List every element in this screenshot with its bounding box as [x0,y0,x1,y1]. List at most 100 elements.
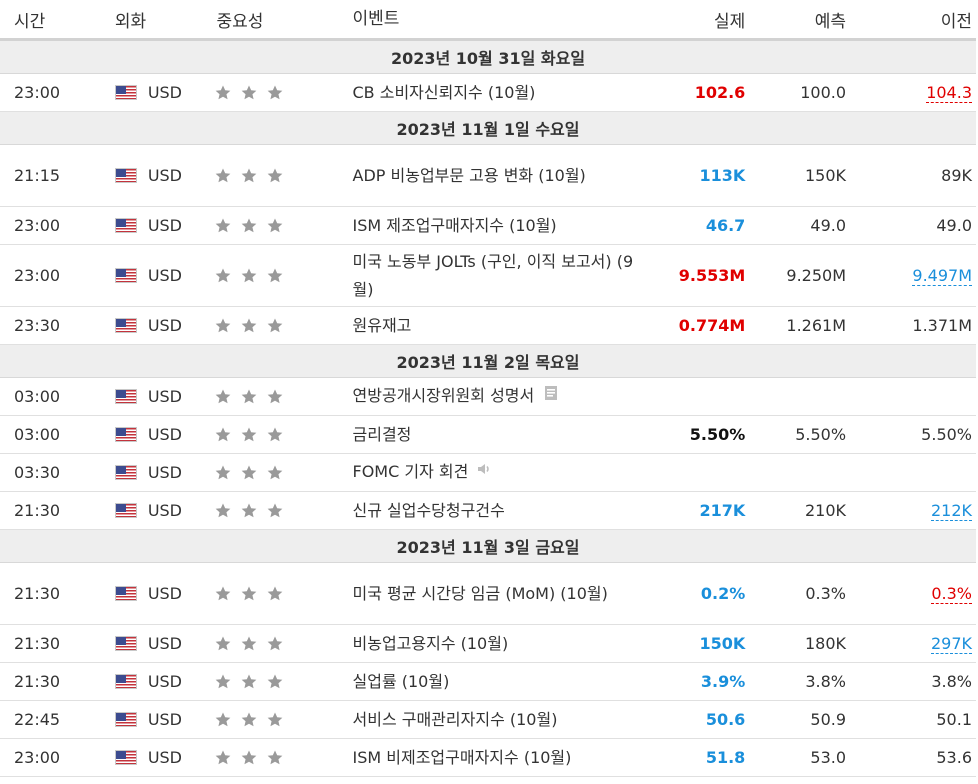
header-forecast[interactable]: 예측 [745,0,847,41]
event-name[interactable]: 원유재고 [352,315,412,335]
star-icon [214,167,232,185]
date-label: 2023년 11월 2일 목요일 [0,344,976,378]
previous-value [846,453,976,492]
us-flag-icon [114,318,137,333]
event-name-cell[interactable]: 서비스 구매관리자지수 (10월) [352,700,655,739]
header-time[interactable]: 시간 [0,0,115,41]
event-currency: USD [114,624,211,663]
event-row[interactable]: 23:00 USD ISM 제조업구매자지수 (10월) 46.7 49.0 4… [0,206,976,245]
event-name[interactable]: 미국 평균 시간당 임금 (MoM) (10월) [352,583,608,603]
event-name-cell[interactable]: 원유재고 [352,306,655,345]
event-name[interactable]: ADP 비농업부문 고용 변화 (10월) [352,165,586,185]
forecast-value: 100.0 [745,73,847,112]
event-row[interactable]: 23:00 USD 미국 노동부 JOLTs (구인, 이직 보고서) (9월)… [0,244,976,307]
event-name-cell[interactable]: 금리결정 [352,415,655,454]
forecast-value [745,453,847,492]
event-time: 23:00 [0,206,115,245]
importance-cell [210,624,353,663]
event-name[interactable]: 미국 노동부 JOLTs (구인, 이직 보고서) (9월) [352,251,634,299]
event-name[interactable]: ISM 제조업구매자지수 (10월) [352,215,557,235]
event-row[interactable]: 21:30 USD 미국 평균 시간당 임금 (MoM) (10월) 0.2% … [0,562,976,625]
event-name[interactable]: FOMC 기자 회견 [352,462,469,482]
event-row[interactable]: 21:30 USD 실업률 (10월) 3.9% 3.8% 3.8% [0,662,976,701]
event-row[interactable]: 21:30 USD 신규 실업수당청구건수 217K 210K 212K [0,491,976,530]
header-event[interactable]: 이벤트 [352,0,655,41]
actual-value-text: 0.2% [700,584,746,603]
actual-value-text: 150K [699,634,746,653]
event-name[interactable]: CB 소비자신뢰지수 (10월) [352,82,536,102]
event-row[interactable]: 21:30 USD 비농업고용지수 (10월) 150K 180K 297K [0,624,976,663]
actual-value: 50.6 [654,700,746,739]
event-name-cell[interactable]: 실업률 (10월) [352,662,655,701]
event-name-cell[interactable]: ADP 비농업부문 고용 변화 (10월) [352,144,655,207]
star-icon [214,267,232,285]
previous-value: 0.3% [846,562,976,625]
header-importance[interactable]: 중요성 [210,0,353,41]
event-name-cell[interactable]: CB 소비자신뢰지수 (10월) [352,73,655,112]
importance-stars [210,711,352,729]
star-icon [266,502,284,520]
actual-value: 46.7 [654,206,746,245]
star-icon [214,502,232,520]
forecast-value: 1.261M [745,306,847,345]
importance-stars [210,267,352,285]
previous-value: 297K [846,624,976,663]
importance-stars [210,585,352,603]
star-icon [266,673,284,691]
event-name[interactable]: 연방공개시장위원회 성명서 [352,386,535,406]
previous-value: 9.497M [846,244,976,307]
event-name-cell[interactable]: ISM 제조업구매자지수 (10월) [352,206,655,245]
event-row[interactable]: 23:00 USD ISM 비제조업구매자지수 (10월) 51.8 53.0 … [0,738,976,777]
date-label: 2023년 11월 1일 수요일 [0,111,976,145]
currency-code: USD [147,387,182,406]
currency-code: USD [147,316,182,335]
event-row[interactable]: 23:00 USD CB 소비자신뢰지수 (10월) 102.6 100.0 1… [0,73,976,112]
importance-cell [210,306,353,345]
event-name-cell[interactable]: 비농업고용지수 (10월) [352,624,655,663]
event-name-cell[interactable]: 미국 평균 시간당 임금 (MoM) (10월) [352,562,655,625]
event-currency: USD [114,415,211,454]
previous-value-text: 1.371M [912,316,972,335]
event-name-cell[interactable]: 신규 실업수당청구건수 [352,491,655,530]
star-icon [214,585,232,603]
importance-stars [210,426,352,444]
actual-value: 0.2% [654,562,746,625]
header-previous[interactable]: 이전 [846,0,976,41]
event-row[interactable]: 03:30 USD FOMC 기자 회견 [0,453,976,492]
actual-value [654,453,746,492]
event-row[interactable]: 03:00 USD 금리결정 5.50% 5.50% 5.50% [0,415,976,454]
event-name-cell[interactable]: ISM 비제조업구매자지수 (10월) [352,738,655,777]
event-name[interactable]: 비농업고용지수 (10월) [352,633,509,653]
event-name-cell[interactable]: 연방공개시장위원회 성명서 [352,377,655,416]
document-icon[interactable] [542,383,560,411]
event-name[interactable]: 금리결정 [352,424,412,444]
us-flag-icon [114,465,137,480]
event-name[interactable]: ISM 비제조업구매자지수 (10월) [352,747,572,767]
us-flag-icon [114,674,137,689]
event-time: 21:30 [0,662,115,701]
event-currency: USD [114,73,211,112]
date-header-row: 2023년 11월 1일 수요일 [0,111,976,145]
importance-stars [210,167,352,185]
event-name-cell[interactable]: 미국 노동부 JOLTs (구인, 이직 보고서) (9월) [352,244,655,307]
actual-value-text: 102.6 [694,83,746,102]
importance-cell [210,244,353,307]
header-currency[interactable]: 외화 [114,0,211,41]
event-currency: USD [114,206,211,245]
event-currency: USD [114,306,211,345]
event-name[interactable]: 신규 실업수당청구건수 [352,500,505,520]
importance-cell [210,453,353,492]
speaker-icon[interactable] [476,459,494,487]
event-name[interactable]: 서비스 구매관리자지수 (10월) [352,709,558,729]
actual-value: 3.9% [654,662,746,701]
previous-value: 89K [846,144,976,207]
event-row[interactable]: 03:00 USD 연방공개시장위원회 성명서 [0,377,976,416]
event-name[interactable]: 실업률 (10월) [352,671,450,691]
header-actual[interactable]: 실제 [654,0,746,41]
event-row[interactable]: 21:15 USD ADP 비농업부문 고용 변화 (10월) 113K 150… [0,144,976,207]
currency-code: USD [147,166,182,185]
event-name-cell[interactable]: FOMC 기자 회견 [352,453,655,492]
event-row[interactable]: 23:30 USD 원유재고 0.774M 1.261M 1.371M [0,306,976,345]
event-row[interactable]: 22:45 USD 서비스 구매관리자지수 (10월) 50.6 50.9 50… [0,700,976,739]
header-row: 시간 외화 중요성 이벤트 실제 예측 이전 [0,0,976,41]
